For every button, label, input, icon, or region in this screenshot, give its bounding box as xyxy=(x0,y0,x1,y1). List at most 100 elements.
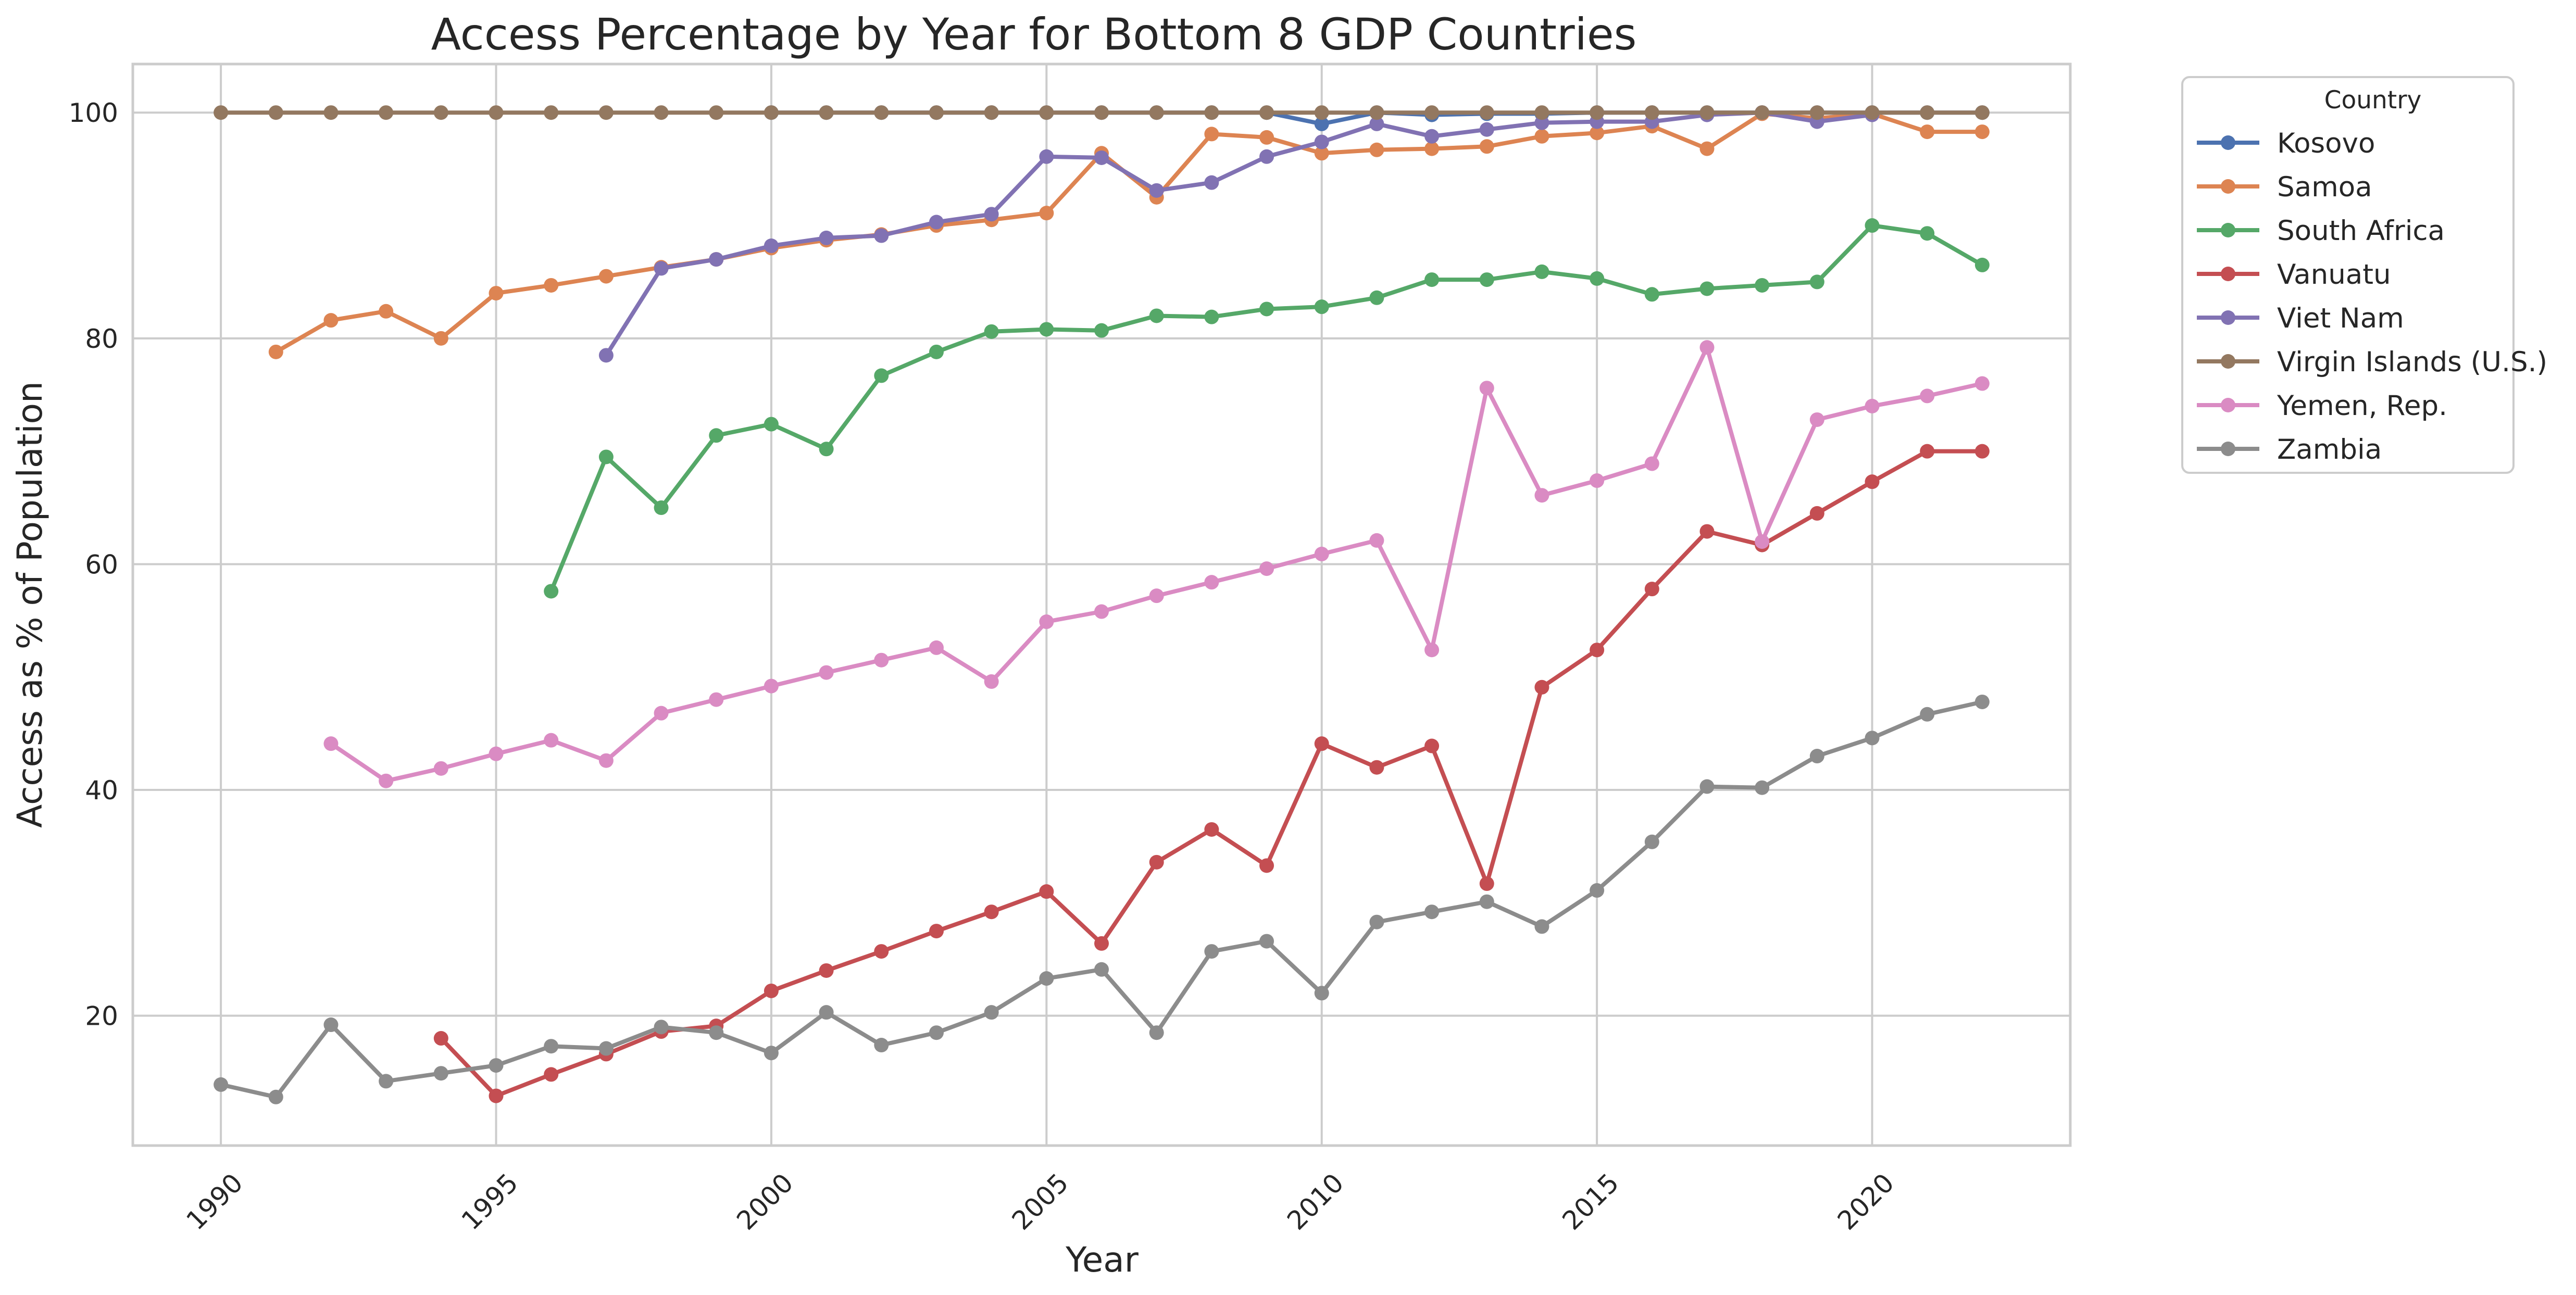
data-point-yemen-rep xyxy=(598,753,614,768)
data-point-south-africa xyxy=(1204,309,1219,324)
data-point-yemen-rep xyxy=(1314,546,1329,561)
data-point-zambia xyxy=(1920,707,1935,722)
data-point-virgin-islands-u-s xyxy=(1259,105,1274,120)
data-point-zambia xyxy=(1755,780,1770,795)
data-point-vanuatu xyxy=(489,1088,504,1103)
data-point-south-africa xyxy=(598,449,614,464)
data-point-viet-nam xyxy=(1369,116,1384,131)
data-point-yemen-rep xyxy=(819,665,834,680)
data-point-south-africa xyxy=(1424,272,1440,287)
data-point-virgin-islands-u-s xyxy=(1920,105,1935,120)
legend-item-samoa: Samoa xyxy=(2197,171,2372,203)
data-point-yemen-rep xyxy=(1424,643,1440,658)
data-point-yemen-rep xyxy=(1865,398,1880,413)
data-point-virgin-islands-u-s xyxy=(1314,105,1329,120)
data-point-yemen-rep xyxy=(654,706,669,721)
legend-label: Zambia xyxy=(2277,434,2382,466)
data-point-south-africa xyxy=(1479,272,1494,287)
data-point-vanuatu xyxy=(1314,736,1329,751)
data-point-vanuatu xyxy=(1590,643,1605,658)
series-line-samoa xyxy=(273,111,1984,354)
data-point-zambia xyxy=(1094,962,1109,977)
series-vanuatu xyxy=(433,444,1990,1103)
data-point-zambia xyxy=(764,1046,779,1061)
data-point-zambia xyxy=(598,1041,614,1056)
data-point-viet-nam xyxy=(1424,129,1440,144)
data-point-yemen-rep xyxy=(1755,534,1770,549)
legend-items: Kosovo Samoa South Africa Vanuatu Viet Nam Vi… xyxy=(2197,128,2547,466)
data-point-samoa xyxy=(1534,129,1549,144)
data-point-vanuatu xyxy=(544,1067,559,1082)
legend-label: South Africa xyxy=(2277,215,2445,247)
data-point-samoa xyxy=(1479,139,1494,154)
y-axis-ticks: 20 40 60 80 100 xyxy=(69,98,118,1031)
data-point-virgin-islands-u-s xyxy=(1644,105,1659,120)
legend-item-virgin-islands-u-s: Virgin Islands (U.S.) xyxy=(2197,346,2547,378)
data-point-zambia xyxy=(433,1066,448,1081)
data-point-yemen-rep xyxy=(1974,376,1990,391)
data-point-south-africa xyxy=(874,368,889,383)
data-point-virgin-islands-u-s xyxy=(1699,105,1715,120)
data-point-yemen-rep xyxy=(874,652,889,668)
data-point-yemen-rep xyxy=(764,678,779,694)
x-tick-label: 2000 xyxy=(731,1167,799,1236)
x-tick-label: 2010 xyxy=(1281,1167,1349,1236)
data-point-zambia xyxy=(709,1025,724,1040)
y-tick-label: 60 xyxy=(85,549,118,580)
data-point-viet-nam xyxy=(1149,183,1164,198)
data-point-zambia xyxy=(1699,779,1715,794)
legend-item-south-africa: South Africa xyxy=(2197,215,2445,247)
data-point-zambia xyxy=(1534,919,1549,934)
data-point-zambia xyxy=(1149,1025,1164,1040)
data-point-virgin-islands-u-s xyxy=(489,105,504,120)
data-point-vanuatu xyxy=(1259,858,1274,873)
data-point-samoa xyxy=(1920,124,1935,140)
series-south-africa xyxy=(544,218,1990,599)
data-point-samoa xyxy=(1424,141,1440,156)
legend-item-vanuatu: Vanuatu xyxy=(2197,259,2391,291)
data-point-samoa xyxy=(433,331,448,346)
data-point-south-africa xyxy=(1094,323,1109,338)
data-point-south-africa xyxy=(1314,299,1329,315)
series-yemen-rep xyxy=(323,340,1990,788)
series-virgin-islands-u-s xyxy=(214,105,1990,120)
data-point-zambia xyxy=(1809,749,1824,764)
data-point-vanuatu xyxy=(1369,760,1384,775)
data-point-south-africa xyxy=(1590,271,1605,286)
data-point-yemen-rep xyxy=(1534,488,1549,503)
data-point-zambia xyxy=(489,1058,504,1073)
data-point-viet-nam xyxy=(764,238,779,254)
series-line-zambia xyxy=(219,700,1984,1099)
legend-item-zambia: Zambia xyxy=(2197,434,2382,466)
legend-label: Kosovo xyxy=(2277,128,2375,159)
data-point-virgin-islands-u-s xyxy=(214,105,229,120)
data-point-yemen-rep xyxy=(489,746,504,761)
data-point-vanuatu xyxy=(819,963,834,978)
data-point-zambia xyxy=(1590,883,1605,898)
data-point-vanuatu xyxy=(1974,444,1990,459)
data-point-yemen-rep xyxy=(433,761,448,776)
data-point-virgin-islands-u-s xyxy=(819,105,834,120)
y-tick-label: 80 xyxy=(85,324,118,354)
data-point-samoa xyxy=(1369,142,1384,157)
data-point-yemen-rep xyxy=(929,640,944,655)
data-point-viet-nam xyxy=(1534,115,1549,130)
data-point-yemen-rep xyxy=(709,692,724,707)
data-point-viet-nam xyxy=(1259,149,1274,164)
data-point-viet-nam xyxy=(654,261,669,276)
data-point-virgin-islands-u-s xyxy=(1974,105,1990,120)
data-point-south-africa xyxy=(1259,301,1274,317)
data-point-viet-nam xyxy=(1479,122,1494,137)
legend-marker xyxy=(2221,398,2235,412)
data-point-vanuatu xyxy=(1534,680,1549,695)
data-point-south-africa xyxy=(654,500,669,516)
data-point-south-africa xyxy=(544,584,559,599)
data-point-virgin-islands-u-s xyxy=(1424,105,1440,120)
data-point-zambia xyxy=(1644,834,1659,849)
data-point-south-africa xyxy=(1039,322,1054,337)
legend-marker xyxy=(2221,310,2235,325)
data-point-samoa xyxy=(1204,127,1219,142)
data-point-south-africa xyxy=(1534,264,1549,279)
data-point-samoa xyxy=(268,344,283,359)
x-tick-label: 2020 xyxy=(1832,1167,1900,1236)
